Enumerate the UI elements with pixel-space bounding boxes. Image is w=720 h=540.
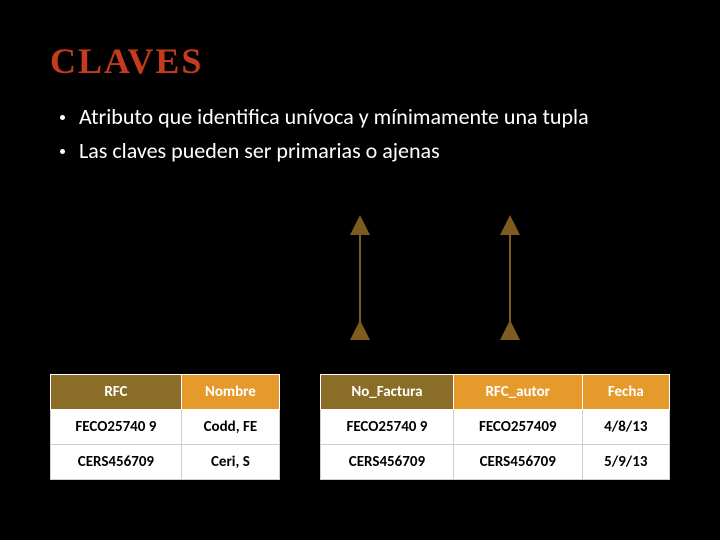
cell: CERS456709 [51,445,182,480]
bullet-icon [60,149,65,154]
col-header: No_Factura [321,375,454,410]
col-header: RFC_autor [453,375,582,410]
col-header: Nombre [181,375,279,410]
slide: CLAVES Atributo que identifica unívoca y… [0,0,720,540]
bullet-item: Atributo que identifica unívoca y mínima… [60,102,670,132]
cell: 5/9/13 [582,445,669,480]
table-invoices: No_Factura RFC_autor Fecha FECO25740 9 F… [320,374,670,480]
bullet-item: Las claves pueden ser primarias o ajenas [60,136,670,166]
table-row: CERS456709 Ceri, S [51,445,280,480]
cell: FECO25740 9 [321,410,454,445]
cell: FECO25740 9 [51,410,182,445]
cell: FECO257409 [453,410,582,445]
col-header: Fecha [582,375,669,410]
bullet-icon [60,115,65,120]
cell: Ceri, S [181,445,279,480]
cell: Codd, FE [181,410,279,445]
table-row: FECO25740 9 FECO257409 4/8/13 [321,410,670,445]
slide-title: CLAVES [50,40,670,82]
bullet-list: Atributo que identifica unívoca y mínima… [60,102,670,165]
table-authors: RFC Nombre FECO25740 9 Codd, FE CERS4567… [50,374,280,480]
table-row: FECO25740 9 Codd, FE [51,410,280,445]
cell: 4/8/13 [582,410,669,445]
cell: CERS456709 [321,445,454,480]
bullet-text: Atributo que identifica unívoca y mínima… [79,102,589,132]
table-row: CERS456709 CERS456709 5/9/13 [321,445,670,480]
tables-container: RFC Nombre FECO25740 9 Codd, FE CERS4567… [50,374,670,480]
cell: CERS456709 [453,445,582,480]
col-header: RFC [51,375,182,410]
bullet-text: Las claves pueden ser primarias o ajenas [79,136,440,166]
